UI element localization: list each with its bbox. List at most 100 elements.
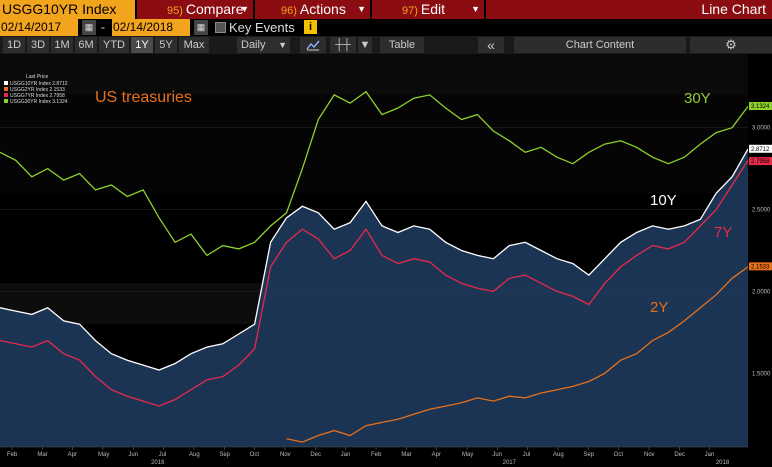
chart-content-label: Chart Content (565, 39, 635, 51)
series-label-30y: 30Y (684, 90, 711, 107)
x-year-label: 2016 (151, 460, 165, 466)
x-tick-label: Jun (492, 452, 502, 458)
compare-label: Compare (185, 1, 244, 17)
plot-band (0, 94, 748, 194)
calendar-icon[interactable]: ▦ (194, 20, 208, 35)
x-tick-label: Jul (159, 452, 167, 458)
legend-title: Last Price (26, 74, 48, 80)
period-5y[interactable]: 5Y (155, 37, 177, 53)
legend-entry: USGG7YR Index 2.7958 (10, 93, 65, 99)
x-year-label: 2017 (503, 460, 517, 466)
x-tick-label: Sep (583, 452, 594, 458)
edit-shortcut: 97) (402, 5, 418, 17)
edit-label: Edit (420, 1, 446, 17)
period-1y[interactable]: 1Y (131, 37, 153, 53)
table-button[interactable]: Table (380, 37, 424, 53)
actions-button[interactable]: 96) Actions ▼ (255, 0, 370, 19)
series-line-7y (0, 160, 749, 407)
x-tick-label: Mar (401, 452, 411, 458)
x-tick-label: Jul (523, 452, 531, 458)
key-events-checkbox[interactable] (215, 22, 226, 33)
frequency-value: Daily (241, 39, 266, 51)
last-price-value: 2.1533 (751, 264, 770, 270)
period-3d[interactable]: 3D (27, 37, 49, 53)
series-line-10y (0, 148, 749, 371)
chevron-down-icon: ▼ (357, 4, 366, 14)
x-tick-label: Jan (341, 452, 351, 458)
last-price-tag (749, 157, 772, 166)
chevron-down-icon[interactable]: ▼ (358, 37, 372, 53)
legend-entry: USGG30YR Index 3.1324 (10, 99, 68, 105)
x-tick-label: Dec (310, 452, 321, 458)
x-tick-label: Dec (674, 452, 685, 458)
x-tick-label: Jun (128, 452, 138, 458)
plot-band (0, 54, 748, 95)
date-separator: - (101, 20, 105, 34)
info-icon[interactable]: i (304, 20, 317, 34)
gear-icon[interactable]: ⚙ (690, 37, 772, 53)
collapse-button[interactable]: « (478, 37, 504, 53)
compare-shortcut: 95) (167, 5, 183, 17)
x-tick-label: Apr (68, 452, 77, 458)
chevron-down-icon: ▼ (240, 4, 249, 14)
y-axis-panel (748, 54, 772, 447)
legend-swatch (4, 81, 8, 85)
x-tick-label: May (98, 452, 109, 458)
x-tick-label: Apr (432, 452, 441, 458)
last-price-tag (749, 144, 772, 153)
y-tick-label: 2.0000 (752, 289, 771, 295)
series-label-2y: 2Y (650, 299, 668, 316)
series-line-2y (286, 266, 749, 443)
x-tick-label: Oct (250, 452, 260, 458)
legend-entry: USGG10YR Index 2.8712 (10, 81, 68, 87)
x-tick-label: Feb (371, 452, 382, 458)
last-price-tag (749, 262, 772, 271)
compare-button[interactable]: 95) Compare ▼ (137, 0, 253, 19)
y-tick-label: 1.5000 (752, 371, 771, 377)
last-price-value: 2.7958 (751, 159, 770, 165)
legend-swatch (4, 87, 8, 91)
series-label-10y: 10Y (650, 192, 677, 209)
line-chart-icon[interactable] (300, 37, 326, 53)
chart-area[interactable]: 3.0000 2.5000 2.0000 1.5000 3.1324 2.8712 2.79… (0, 54, 772, 467)
legend-swatch (4, 93, 8, 97)
ticker-field[interactable]: USGG10YR Index (0, 0, 135, 19)
chart-title: US treasuries (95, 89, 192, 106)
x-tick-label: Mar (37, 452, 47, 458)
chart-type-button[interactable]: Line Chart (486, 0, 772, 19)
x-tick-label: Aug (189, 452, 200, 458)
legend-entry: USGG2YR Index 2.1533 (10, 87, 65, 93)
period-1d[interactable]: 1D (3, 37, 25, 53)
start-date-input[interactable]: 02/14/2017 (0, 19, 78, 36)
series-line-30y (0, 90, 749, 257)
x-tick-label: Oct (614, 452, 624, 458)
y-tick-label: 3.0000 (752, 126, 771, 132)
legend-swatch (4, 99, 8, 103)
x-tick-label: Nov (644, 452, 655, 458)
x-year-label: 2018 (716, 460, 730, 466)
actions-label: Actions (299, 1, 346, 17)
period-1m[interactable]: 1M (51, 37, 73, 53)
x-tick-label: May (462, 452, 473, 458)
frequency-dropdown[interactable]: Daily ▼ (237, 37, 290, 53)
period-ytd[interactable]: YTD (99, 37, 129, 53)
x-tick-label: Aug (553, 452, 564, 458)
x-tick-label: Sep (219, 452, 230, 458)
bar-chart-icon[interactable]: ┼┼ (330, 37, 356, 53)
last-price-value: 3.1324 (751, 104, 770, 110)
x-tick-label: Jan (705, 452, 715, 458)
date-toolbar (0, 19, 772, 36)
ten-year-area (0, 149, 748, 447)
period-6m[interactable]: 6M (75, 37, 97, 53)
period-max[interactable]: Max (179, 37, 209, 53)
calendar-icon[interactable]: ▦ (82, 20, 96, 35)
chart-content-button[interactable]: Chart Content (514, 37, 686, 53)
edit-button[interactable]: 97) Edit ▼ (372, 0, 484, 19)
series-label-7y: 7Y (714, 224, 732, 241)
end-date-input[interactable]: 02/14/2018 (112, 19, 190, 36)
y-tick-label: 2.5000 (752, 208, 771, 214)
x-tick-label: Nov (280, 452, 291, 458)
x-tick-label: Feb (7, 452, 18, 458)
actions-shortcut: 96) (281, 5, 297, 17)
last-price-value: 2.8712 (751, 147, 770, 153)
